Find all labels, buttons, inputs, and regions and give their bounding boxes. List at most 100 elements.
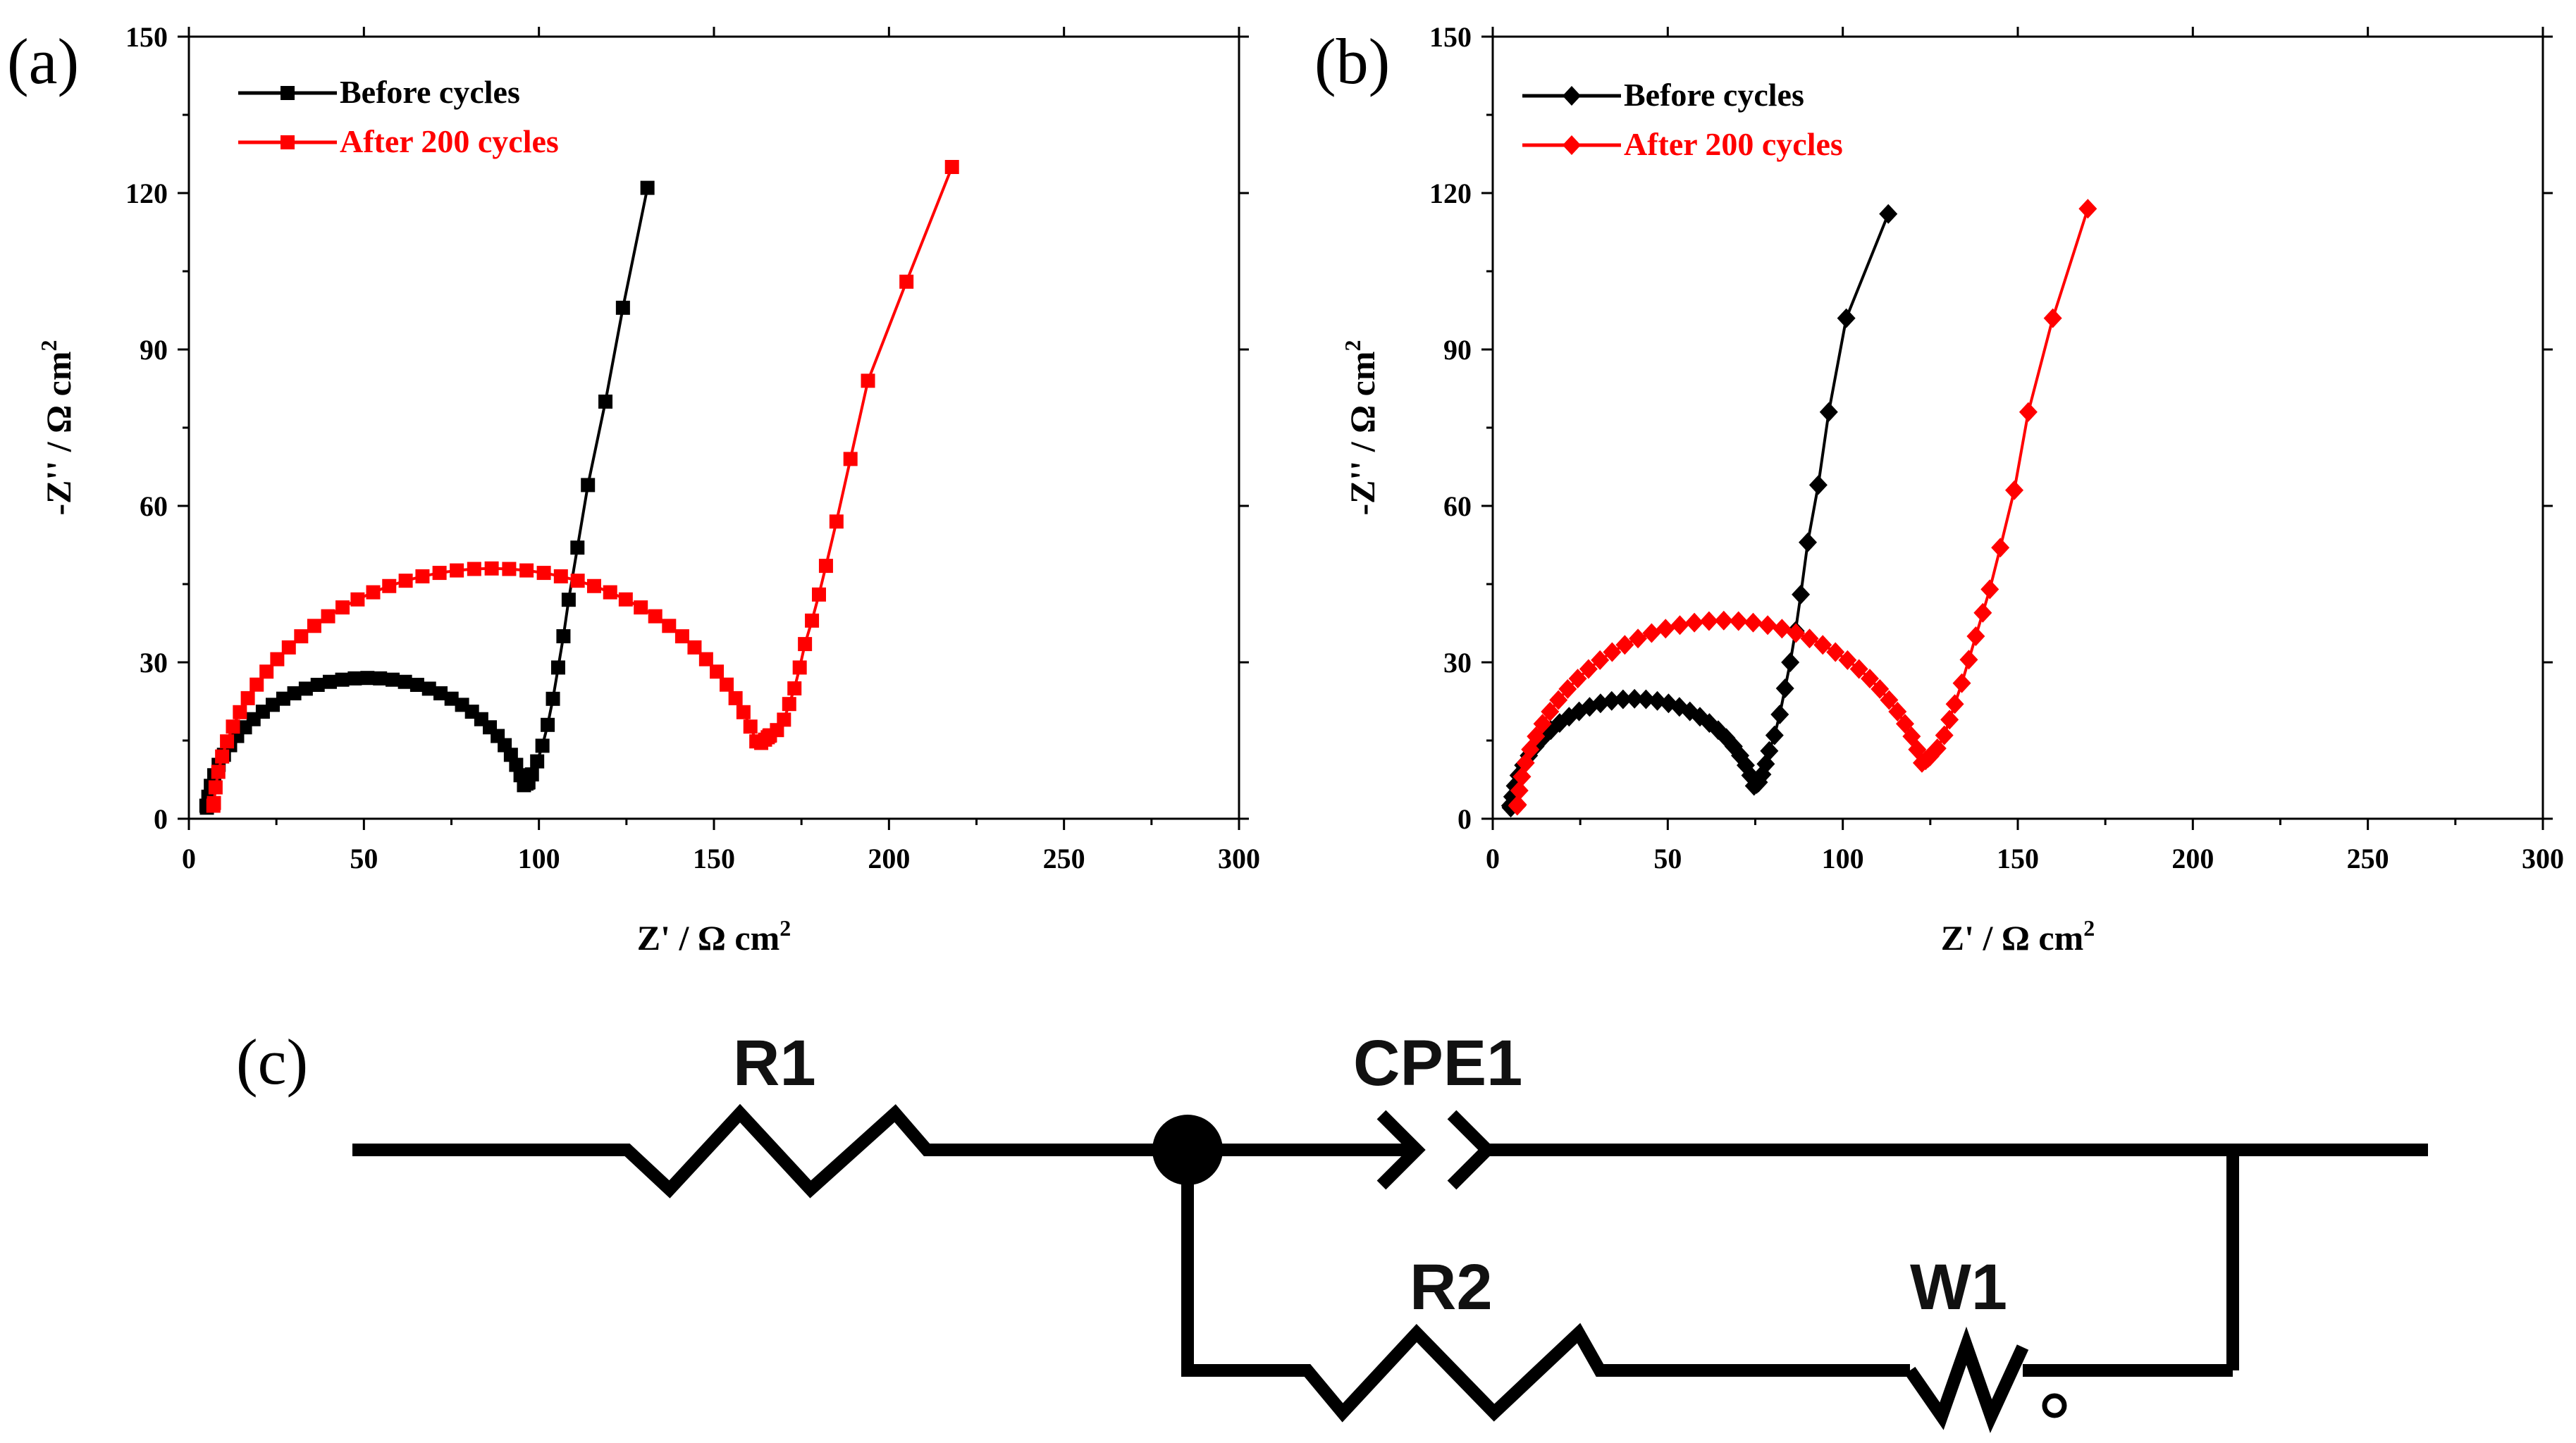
- data-point: [1849, 659, 1868, 679]
- x-axis-title-b-sup: 2: [2083, 915, 2095, 941]
- w1-label: W1: [1910, 1251, 2007, 1323]
- data-point: [226, 719, 240, 734]
- data-point: [1952, 673, 1971, 693]
- data-point: [743, 719, 758, 734]
- data-point: [843, 452, 858, 466]
- data-point: [386, 672, 400, 687]
- data-point: [535, 738, 550, 753]
- data-point: [1991, 538, 2010, 558]
- data-point: [812, 587, 826, 602]
- data-point: [1861, 669, 1880, 689]
- data-point: [787, 681, 802, 695]
- data-point: [1558, 679, 1577, 699]
- data-point: [899, 274, 914, 289]
- y-axis-title-b: -Z'' / Ω cm2: [1340, 340, 1382, 515]
- data-point: [307, 619, 321, 633]
- data-point: [1966, 626, 1985, 646]
- data-point: [728, 690, 743, 705]
- x-tick-label: 300: [2522, 843, 2564, 874]
- data-point: [736, 705, 751, 719]
- data-point: [1508, 794, 1527, 815]
- data-point: [1940, 710, 1959, 730]
- data-point: [1510, 780, 1529, 800]
- data-point: [415, 569, 430, 583]
- data-point: [1699, 611, 1718, 631]
- data-point: [335, 672, 350, 687]
- data-point: [409, 677, 424, 692]
- data-point: [1527, 726, 1546, 747]
- data-point: [805, 613, 820, 628]
- x-tick-label: 50: [350, 843, 378, 874]
- panel-c-label: (c): [236, 1026, 308, 1098]
- data-point: [648, 609, 663, 624]
- y-tick-label: 30: [140, 647, 168, 679]
- data-point: [546, 691, 560, 706]
- data-point: [719, 677, 734, 692]
- data-point: [710, 664, 725, 679]
- x-tick-label: 50: [1653, 843, 1682, 874]
- data-point: [2019, 402, 2038, 422]
- cpe1-element-right: [1447, 1110, 1496, 1190]
- data-point: [1642, 623, 1661, 643]
- legend-a-after-label: After 200 cycles: [340, 123, 559, 159]
- plot-a-series: [199, 160, 959, 815]
- data-point: [570, 540, 585, 555]
- data-point: [640, 180, 655, 195]
- data-point: [1792, 584, 1811, 605]
- data-point: [259, 664, 274, 679]
- y-tick-label: 0: [1458, 803, 1472, 835]
- plot-b-ticks: 0 50 100 150 200 250 300 0 30 60 90 120 150: [1429, 21, 2564, 874]
- data-point: [777, 712, 791, 727]
- data-point: [1568, 669, 1587, 689]
- legend-b-after-label: After 200 cycles: [1624, 126, 1843, 162]
- plot-a-ticks: 0 50 100 150 200 250 300 0 30 60 90 120 150: [125, 21, 1260, 874]
- data-point: [1781, 652, 1800, 672]
- series-after-200-cycles: [1508, 199, 2097, 816]
- data-point: [1928, 738, 1947, 759]
- data-point: [1980, 579, 1999, 600]
- plot-b-series: [1500, 199, 2097, 818]
- data-point: [944, 160, 959, 174]
- data-point: [1629, 628, 1648, 649]
- data-point: [1541, 701, 1560, 722]
- y-tick-label: 150: [1429, 21, 1472, 53]
- data-point: [1945, 694, 1964, 714]
- y-axis-title-a-sup: 2: [36, 340, 61, 351]
- y-tick-label: 120: [125, 178, 168, 209]
- data-point: [1758, 615, 1777, 636]
- series-line: [204, 187, 649, 808]
- legend-b-before-label: Before cycles: [1624, 77, 1804, 113]
- legend-marker: [281, 135, 295, 149]
- data-point: [207, 795, 221, 810]
- data-point: [1959, 650, 1978, 670]
- data-point: [782, 697, 796, 712]
- data-point: [240, 690, 255, 705]
- data-point: [1549, 690, 1568, 710]
- series-before-cycles: [1500, 204, 1898, 818]
- x-tick-label: 200: [2171, 843, 2214, 874]
- legend-a-before-marker: [238, 86, 337, 100]
- data-point: [432, 566, 447, 581]
- data-point: [662, 619, 677, 633]
- data-point: [373, 671, 388, 686]
- data-point: [287, 686, 302, 700]
- data-point: [1579, 659, 1598, 679]
- data-point: [270, 652, 285, 667]
- data-point: [618, 592, 633, 607]
- data-point: [249, 677, 264, 692]
- series-after-200-cycles: [206, 160, 959, 813]
- y-axis-title-b-text: -Z'' / Ω cm: [1343, 351, 1382, 515]
- y-tick-label: 90: [140, 334, 168, 366]
- y-tick-label: 0: [154, 803, 168, 835]
- x-axis-title-a-sup: 2: [779, 915, 791, 941]
- data-point: [1838, 650, 1857, 670]
- data-point: [450, 563, 464, 578]
- x-tick-label: 100: [518, 843, 560, 874]
- data-point: [347, 671, 362, 686]
- data-point: [603, 585, 617, 600]
- x-axis-title-a-text: Z' / Ω cm: [637, 918, 780, 958]
- data-point: [1656, 619, 1675, 639]
- y-tick-label: 150: [125, 21, 168, 53]
- x-tick-label: 150: [693, 843, 735, 874]
